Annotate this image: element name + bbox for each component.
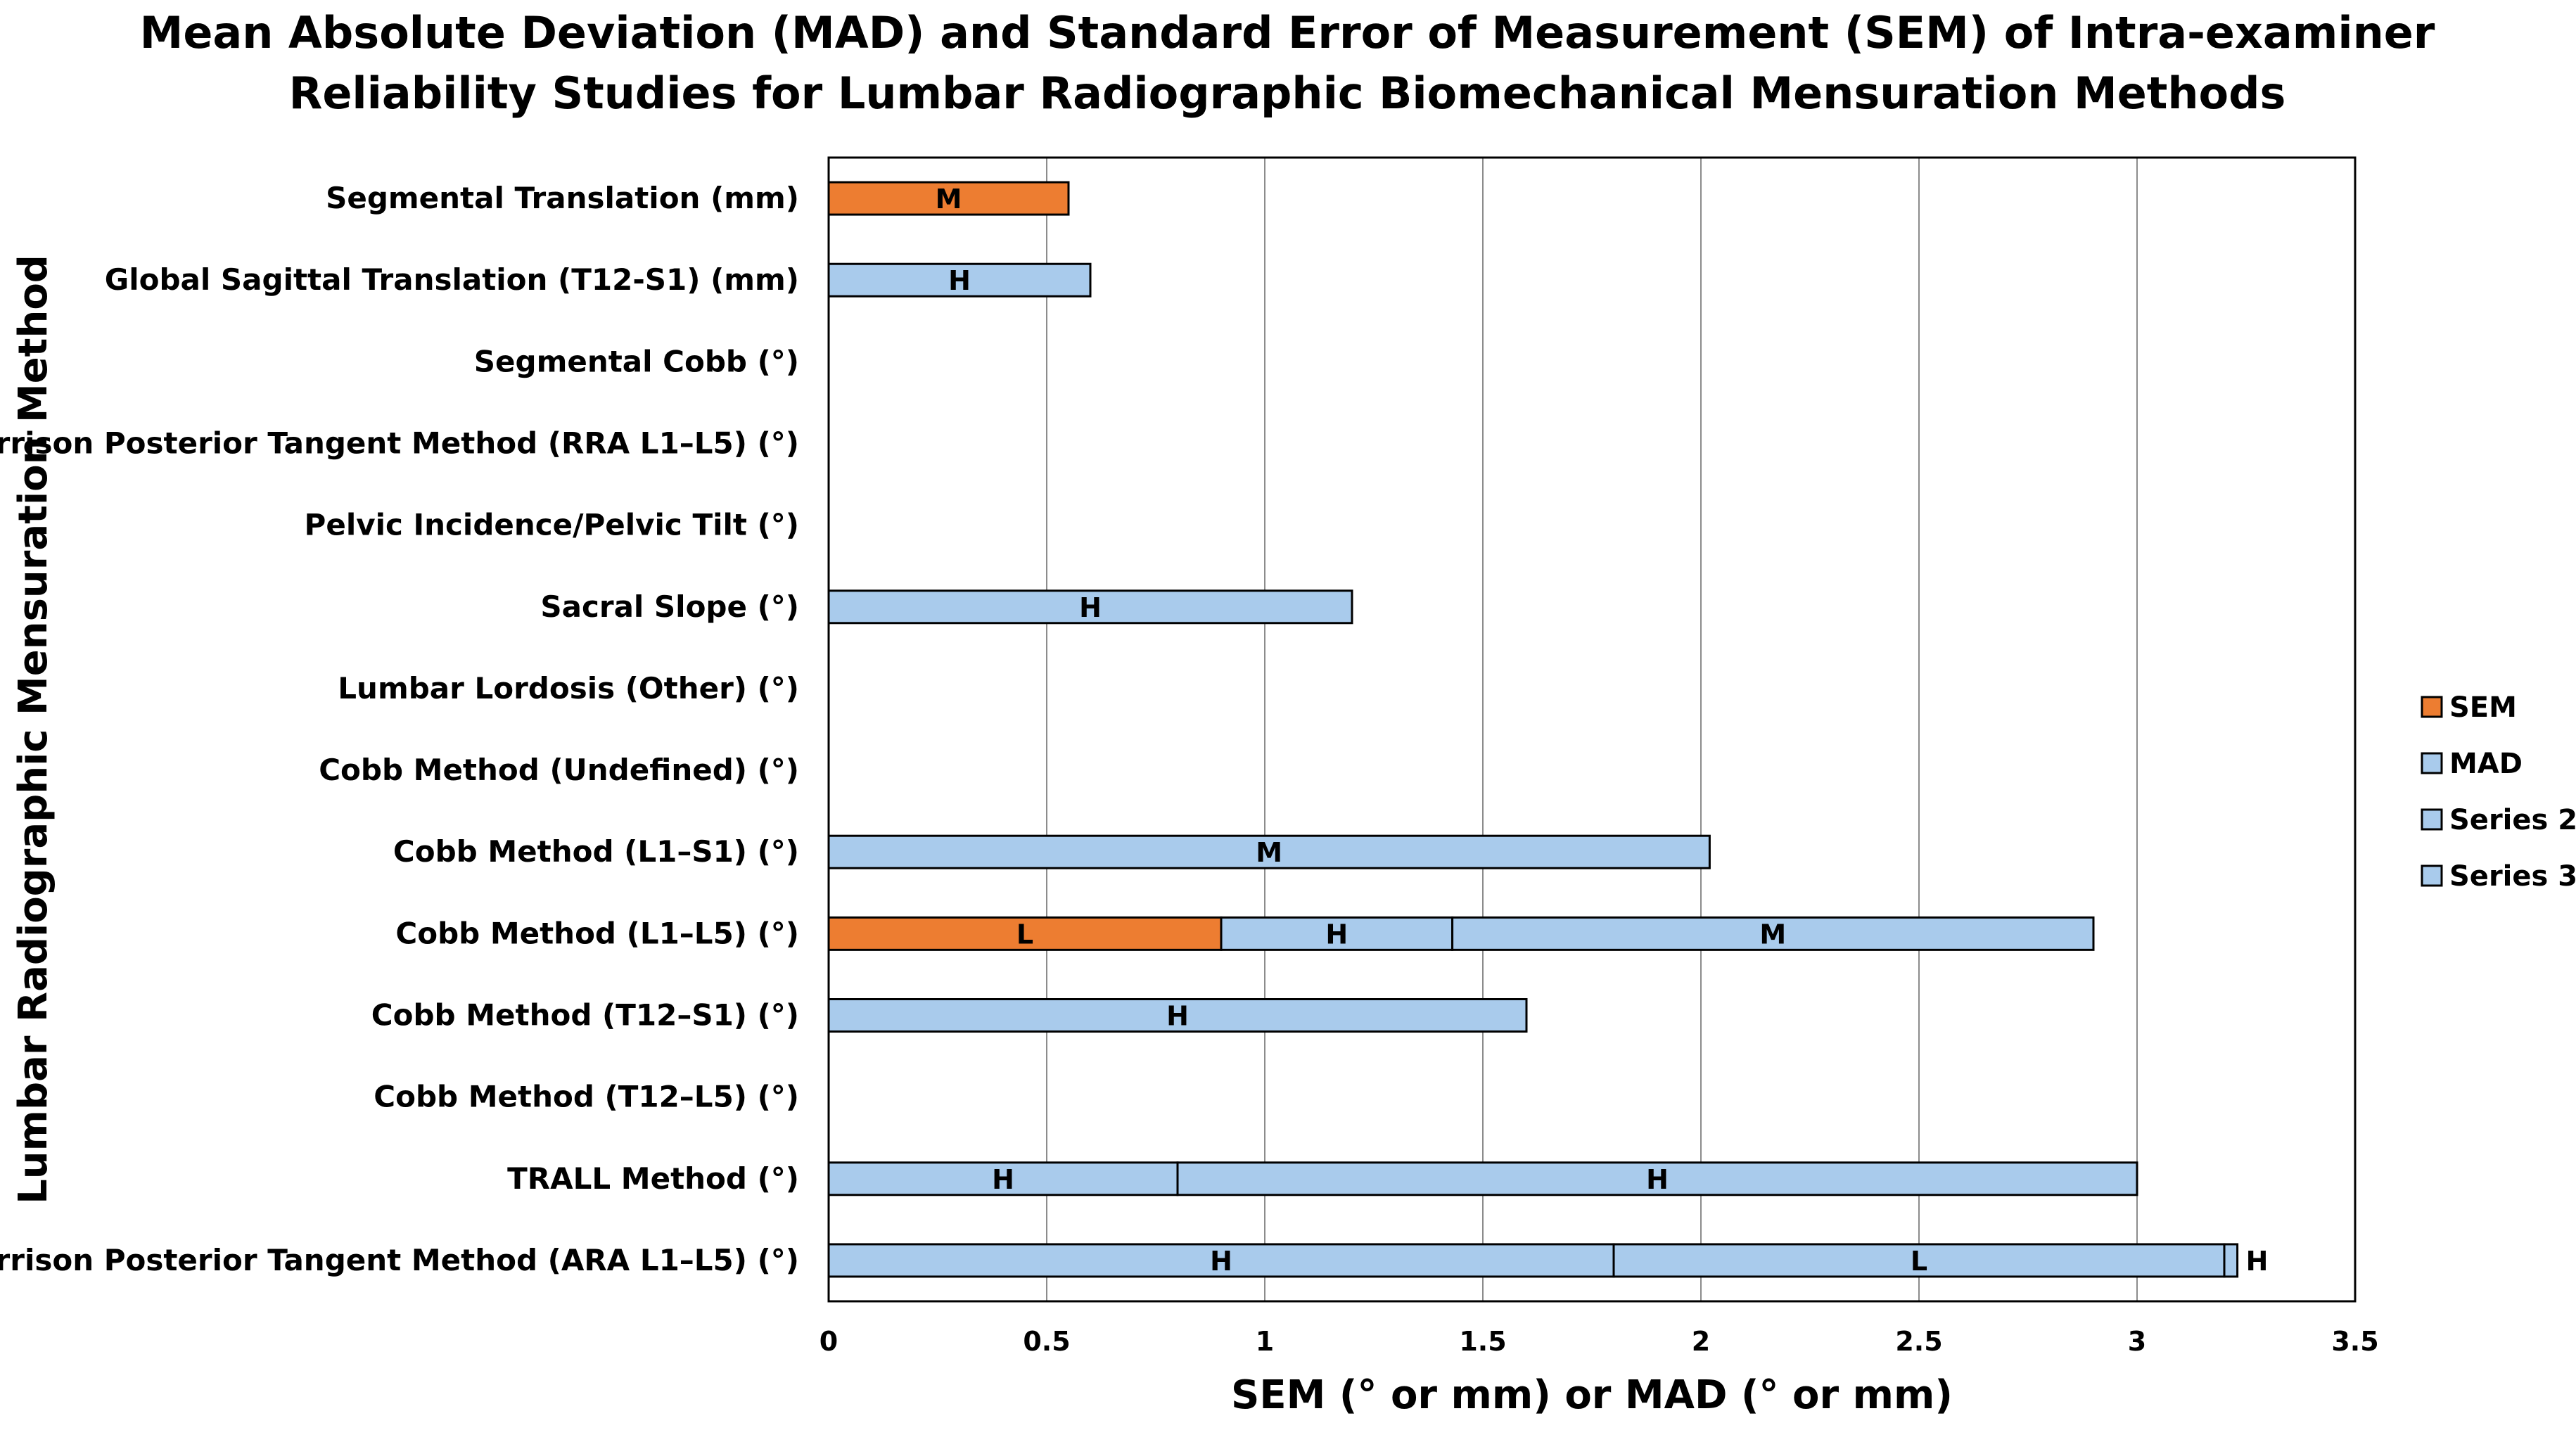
category-label: Global Sagittal Translation (T12-S1) (mm… [105,262,799,297]
x-axis-title: SEM (° or mm) or MAD (° or mm) [1231,1372,1953,1418]
bar-series-3 [2223,1243,2239,1278]
legend-label: MAD [2449,748,2523,780]
x-tick-label: 2.5 [1895,1326,1942,1357]
bar-series-2 [1176,1161,2138,1196]
bar-mad [827,1161,1179,1196]
chart-title-line-2: Reliability Studies for Lumbar Radiograp… [289,68,2286,119]
category-label: Harrison Posterior Tangent Method (RRA L… [0,426,799,461]
bar-sem [827,181,1070,216]
chart-title-line-1: Mean Absolute Deviation (MAD) and Standa… [140,7,2435,58]
x-tick-label: 0.5 [1023,1326,1070,1357]
x-tick-label: 3 [2128,1326,2146,1357]
bar-mad [1220,916,1454,951]
bar-sem [827,916,1223,951]
bar-mad [827,589,1353,625]
category-label: Cobb Method (T12–S1) (°) [371,998,799,1033]
category-label: Cobb Method (L1–L5) (°) [395,916,799,950]
category-label: TRALL Method (°) [507,1161,799,1196]
category-label: Cobb Method (T12–L5) (°) [374,1080,799,1114]
bar-data-label: H [992,1164,1014,1195]
bars: M H H M L H M H H H H L H [827,181,2269,1278]
x-tick-label: 1 [1256,1326,1274,1357]
plot-area [827,156,2357,1303]
category-label: Segmental Cobb (°) [474,344,799,378]
bar-data-label: L [1016,919,1033,950]
legend: SEM MAD Series 2 Series 3 [2421,691,2576,893]
legend-swatch-series-3 [2421,864,2443,887]
category-label: Sacral Slope (°) [540,589,799,624]
category-label: Harrison Posterior Tangent Method (ARA L… [0,1243,799,1277]
category-label: Segmental Translation (mm) [326,181,799,215]
bar-data-label: M [1759,919,1786,950]
category-label: Cobb Method (L1–S1) (°) [393,834,799,869]
legend-swatch-sem [2421,696,2443,718]
bar-series-2 [1451,916,2095,951]
legend-label: Series 2 [2449,804,2576,836]
x-tick-label: 0 [820,1326,838,1357]
bar-data-label: H [948,265,971,296]
bar-data-label: H [1210,1246,1232,1277]
category-labels: Segmental Translation (mm) Global Sagitta… [0,181,799,1277]
x-tick-label: 2 [1692,1326,1710,1357]
gridlines [1046,158,2138,1301]
bar-mad [827,1243,1615,1278]
bar-mad [827,834,1711,869]
category-label: Lumbar Lordosis (Other) (°) [338,671,799,706]
bar-data-label: H [2246,1246,2269,1277]
bar-data-label: H [1079,592,1102,623]
category-label: Cobb Method (Undefined) (°) [319,753,799,787]
bar-mad [827,998,1528,1033]
bar-data-label: H [1325,919,1348,950]
chart-title: Mean Absolute Deviation (MAD) and Standa… [140,7,2435,119]
legend-label: SEM [2449,691,2517,724]
bar-data-label: H [1166,1001,1189,1032]
bar-data-label: H [1646,1164,1669,1195]
x-tick-labels: 0 0.5 1 1.5 2 2.5 3 3.5 [820,1326,2379,1357]
category-label: Pelvic Incidence/Pelvic Tilt (°) [305,508,799,542]
legend-swatch-series-2 [2421,808,2443,831]
bar-series-2 [1612,1243,2226,1278]
bar-mad [827,262,1092,298]
bar-data-label: M [936,184,962,215]
bar-data-label: M [1256,837,1282,868]
legend-swatch-mad [2421,752,2443,774]
x-tick-label: 3.5 [2331,1326,2378,1357]
bar-data-label: L [1911,1246,1927,1277]
legend-label: Series 3 [2449,860,2576,893]
x-tick-label: 1.5 [1459,1326,1506,1357]
y-axis-title: Lumbar Radiographic Mensuration Method [11,255,56,1204]
